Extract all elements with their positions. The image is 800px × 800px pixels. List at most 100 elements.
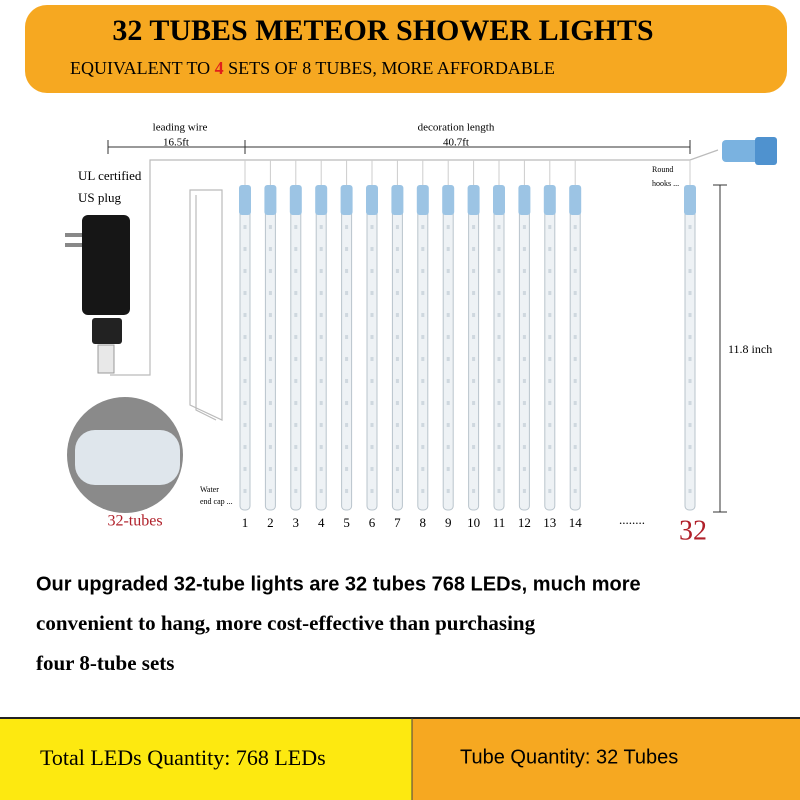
led	[522, 445, 526, 449]
led	[421, 335, 425, 339]
led	[395, 467, 399, 471]
tube-cap	[518, 185, 531, 215]
description-line: four 8-tube sets	[36, 651, 174, 675]
led	[421, 401, 425, 405]
tube-number: 12	[518, 515, 531, 530]
hooks-label: Round	[652, 165, 673, 174]
led	[395, 335, 399, 339]
led	[688, 489, 692, 493]
wires	[110, 149, 719, 421]
tube	[442, 187, 454, 511]
led	[522, 379, 526, 383]
led	[243, 423, 247, 427]
led	[319, 467, 323, 471]
led	[370, 401, 374, 405]
last-tube-number: 32	[679, 515, 707, 546]
tube-number: 2	[267, 515, 274, 530]
led	[268, 313, 272, 317]
led	[688, 467, 692, 471]
subtitle-highlight: 4	[215, 58, 224, 78]
led	[573, 313, 577, 317]
connector	[722, 137, 777, 165]
led	[522, 291, 526, 295]
led	[497, 401, 501, 405]
led	[345, 313, 349, 317]
led	[294, 445, 298, 449]
led	[319, 225, 323, 229]
led	[472, 467, 476, 471]
tube-cap	[340, 185, 353, 215]
led	[370, 489, 374, 493]
led	[268, 445, 272, 449]
led	[472, 247, 476, 251]
led	[345, 379, 349, 383]
led	[688, 247, 692, 251]
leading-wire-length: 16.5ft	[163, 137, 189, 149]
tube	[569, 187, 581, 511]
led	[446, 445, 450, 449]
led	[446, 247, 450, 251]
led	[421, 357, 425, 361]
tube-number: 3	[293, 515, 300, 530]
tube	[290, 187, 302, 511]
led	[319, 247, 323, 251]
tube	[391, 187, 403, 511]
tube-cap	[315, 185, 328, 215]
led	[345, 225, 349, 229]
led	[395, 401, 399, 405]
led	[497, 291, 501, 295]
tube	[315, 187, 327, 511]
led	[268, 489, 272, 493]
cap-label: end cap ...	[200, 497, 233, 506]
led	[395, 225, 399, 229]
led	[472, 357, 476, 361]
tubes: 1 2 3 4 5 6 7 8 9 10 11 12 13 14	[239, 160, 696, 530]
led	[548, 423, 552, 427]
led	[573, 423, 577, 427]
led	[268, 423, 272, 427]
led	[421, 489, 425, 493]
led	[548, 269, 552, 273]
led	[446, 379, 450, 383]
led	[573, 489, 577, 493]
footer-left-bg	[0, 718, 412, 800]
led	[395, 291, 399, 295]
led	[446, 401, 450, 405]
led	[497, 269, 501, 273]
tube-cap	[543, 185, 556, 215]
led	[472, 291, 476, 295]
led	[370, 357, 374, 361]
plug-label: US plug	[78, 190, 121, 205]
led	[522, 401, 526, 405]
led	[573, 225, 577, 229]
led	[370, 423, 374, 427]
led	[446, 313, 450, 317]
tube	[468, 187, 480, 511]
led	[421, 225, 425, 229]
led	[345, 401, 349, 405]
led	[421, 445, 425, 449]
led	[446, 335, 450, 339]
led	[319, 335, 323, 339]
led	[548, 357, 552, 361]
led	[548, 291, 552, 295]
title: 32 TUBES METEOR SHOWER LIGHTS	[112, 14, 653, 47]
led	[243, 357, 247, 361]
led	[573, 269, 577, 273]
led	[548, 225, 552, 229]
led	[472, 269, 476, 273]
led	[522, 423, 526, 427]
led	[573, 401, 577, 405]
led	[472, 225, 476, 229]
led	[268, 401, 272, 405]
tube-number: 10	[467, 515, 480, 530]
subtitle: EQUIVALENT TO 4 SETS OF 8 TUBES, MORE AF…	[70, 58, 555, 78]
led	[548, 379, 552, 383]
led	[497, 335, 501, 339]
led	[395, 489, 399, 493]
tube	[544, 187, 556, 511]
hooks-label: hooks ...	[652, 179, 679, 188]
led	[497, 247, 501, 251]
tube	[684, 187, 696, 511]
